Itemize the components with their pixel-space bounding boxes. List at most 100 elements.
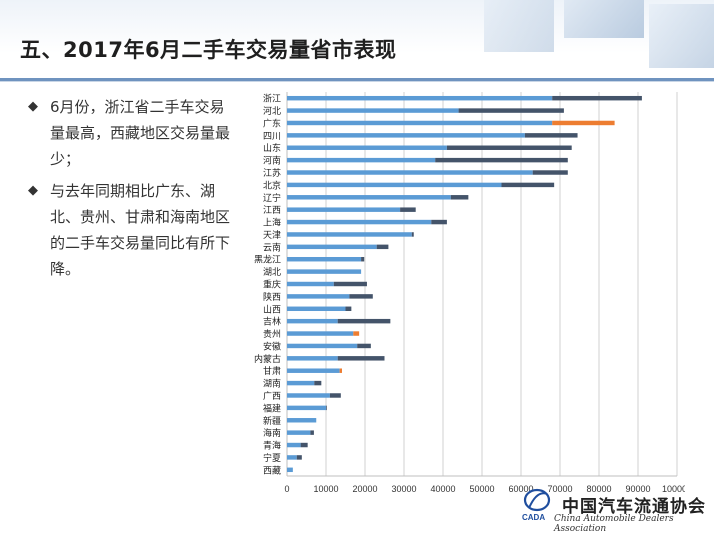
y-category-label: 天津 [263, 230, 281, 241]
y-category-label: 广东 [263, 117, 281, 129]
bar-increase [337, 356, 385, 361]
bar-current [287, 306, 346, 312]
y-category-label: 四川 [263, 132, 281, 142]
bar-current [287, 393, 330, 398]
bar-decrease [339, 368, 342, 373]
bullet-text: 6月份，浙江省二手车交易量最高，西藏地区交易量最少； [50, 98, 231, 168]
y-category-label: 吉林 [263, 316, 281, 328]
bar-decrease [552, 120, 615, 126]
bullet-text: 与去年同期相比广东、湖北、贵州、甘肃和海南地区的二手车交易量同比有所下降。 [50, 182, 231, 278]
bar-current [287, 108, 459, 113]
bar-current [287, 182, 502, 188]
bar-current [287, 281, 334, 287]
bar-current [287, 256, 362, 262]
decorative-cubes-image [454, 0, 714, 72]
x-tick-label: 30000 [391, 484, 416, 494]
y-category-label: 湖北 [263, 267, 281, 278]
y-category-label: 青海 [263, 440, 281, 452]
bar-current [287, 244, 377, 250]
association-logo: CADA 中国汽车流通协会 China Automobile Dealers A… [514, 484, 710, 534]
svg-text:CADA: CADA [522, 513, 545, 522]
bar-increase [310, 430, 314, 435]
bar-increase [333, 281, 367, 287]
x-tick-label: 40000 [430, 484, 455, 494]
y-category-label: 内蒙古 [254, 353, 281, 365]
bar-increase [446, 145, 572, 150]
bar-increase [435, 157, 568, 163]
x-tick-label: 80000 [586, 484, 611, 494]
association-name-cn: 中国汽车流通协会 [562, 497, 706, 517]
x-tick-label: 0 [284, 484, 289, 494]
bar-increase [357, 343, 371, 349]
bar-current [287, 318, 338, 324]
x-tick-label: 70000 [547, 484, 572, 494]
y-category-label: 新疆 [263, 415, 281, 427]
bar-current [287, 430, 311, 435]
bar-current [287, 467, 293, 473]
bar-current [287, 170, 533, 175]
bar-current [287, 195, 451, 200]
bar-increase [501, 182, 555, 188]
bar-current [287, 442, 301, 448]
y-category-label: 河南 [263, 155, 281, 167]
bar-increase [314, 380, 322, 386]
y-category-label: 上海 [263, 217, 281, 229]
bar-current [287, 219, 432, 225]
bar-increase [458, 108, 564, 113]
y-category-label: 黑龙江 [254, 254, 281, 266]
x-tick-label: 60000 [508, 484, 533, 494]
y-category-label: 江苏 [263, 167, 281, 179]
bullet-list: ◆ 6月份，浙江省二手车交易量最高，西藏地区交易量最少； ◆ 与去年同期相比广东… [28, 94, 238, 288]
y-category-label: 陕西 [263, 291, 281, 303]
bar-current [287, 356, 338, 361]
y-category-label: 西藏 [263, 464, 281, 476]
y-category-label: 贵州 [263, 328, 281, 340]
y-category-label: 甘肃 [263, 365, 281, 377]
bar-current [287, 343, 358, 349]
bar-increase [329, 393, 341, 398]
bar-current [287, 331, 354, 336]
diamond-bullet-icon: ◆ [28, 99, 38, 114]
bar-increase [345, 306, 352, 312]
slide-title: 五、2017年6月二手车交易量省市表现 [20, 38, 397, 62]
x-tick-label: 10000 [313, 484, 338, 494]
bar-current [287, 145, 447, 150]
bar-current [287, 418, 317, 423]
y-category-label: 辽宁 [263, 192, 281, 204]
y-category-label: 江西 [263, 205, 281, 216]
y-category-label: 山东 [263, 142, 281, 154]
bar-current [287, 294, 350, 299]
association-name-en: China Automobile Dealers Association [554, 514, 674, 534]
y-category-label: 安徽 [263, 340, 281, 352]
y-category-label: 浙江 [263, 93, 281, 105]
x-tick-label: 20000 [352, 484, 377, 494]
bar-current [287, 269, 362, 274]
bullet-item: ◆ 与去年同期相比广东、湖北、贵州、甘肃和海南地区的二手车交易量同比有所下降。 [28, 178, 238, 282]
bar-increase [552, 95, 642, 101]
y-category-label: 广西 [263, 390, 281, 402]
y-category-label: 海南 [263, 427, 281, 439]
y-category-label: 山西 [263, 304, 281, 315]
bar-increase [376, 244, 389, 250]
bar-increase [524, 133, 578, 138]
title-divider [0, 78, 714, 81]
bar-increase [349, 294, 373, 299]
bar-increase [411, 232, 414, 237]
title-divider-thin [0, 81, 714, 82]
bar-increase [326, 405, 327, 411]
bar-current [287, 120, 553, 126]
bar-current [287, 207, 401, 212]
slide-header: 五、2017年6月二手车交易量省市表现 [0, 0, 714, 76]
y-category-label: 重庆 [263, 279, 281, 291]
bar-increase [296, 455, 302, 460]
bar-current [287, 157, 436, 163]
bar-increase [337, 318, 391, 324]
bar-current [287, 455, 297, 460]
bar-increase [400, 207, 416, 212]
x-tick-label: 50000 [469, 484, 494, 494]
bar-current [287, 405, 326, 411]
bar-current [287, 133, 525, 138]
y-category-label: 云南 [263, 241, 281, 253]
y-category-label: 福建 [263, 402, 281, 414]
bar-increase [300, 442, 308, 448]
